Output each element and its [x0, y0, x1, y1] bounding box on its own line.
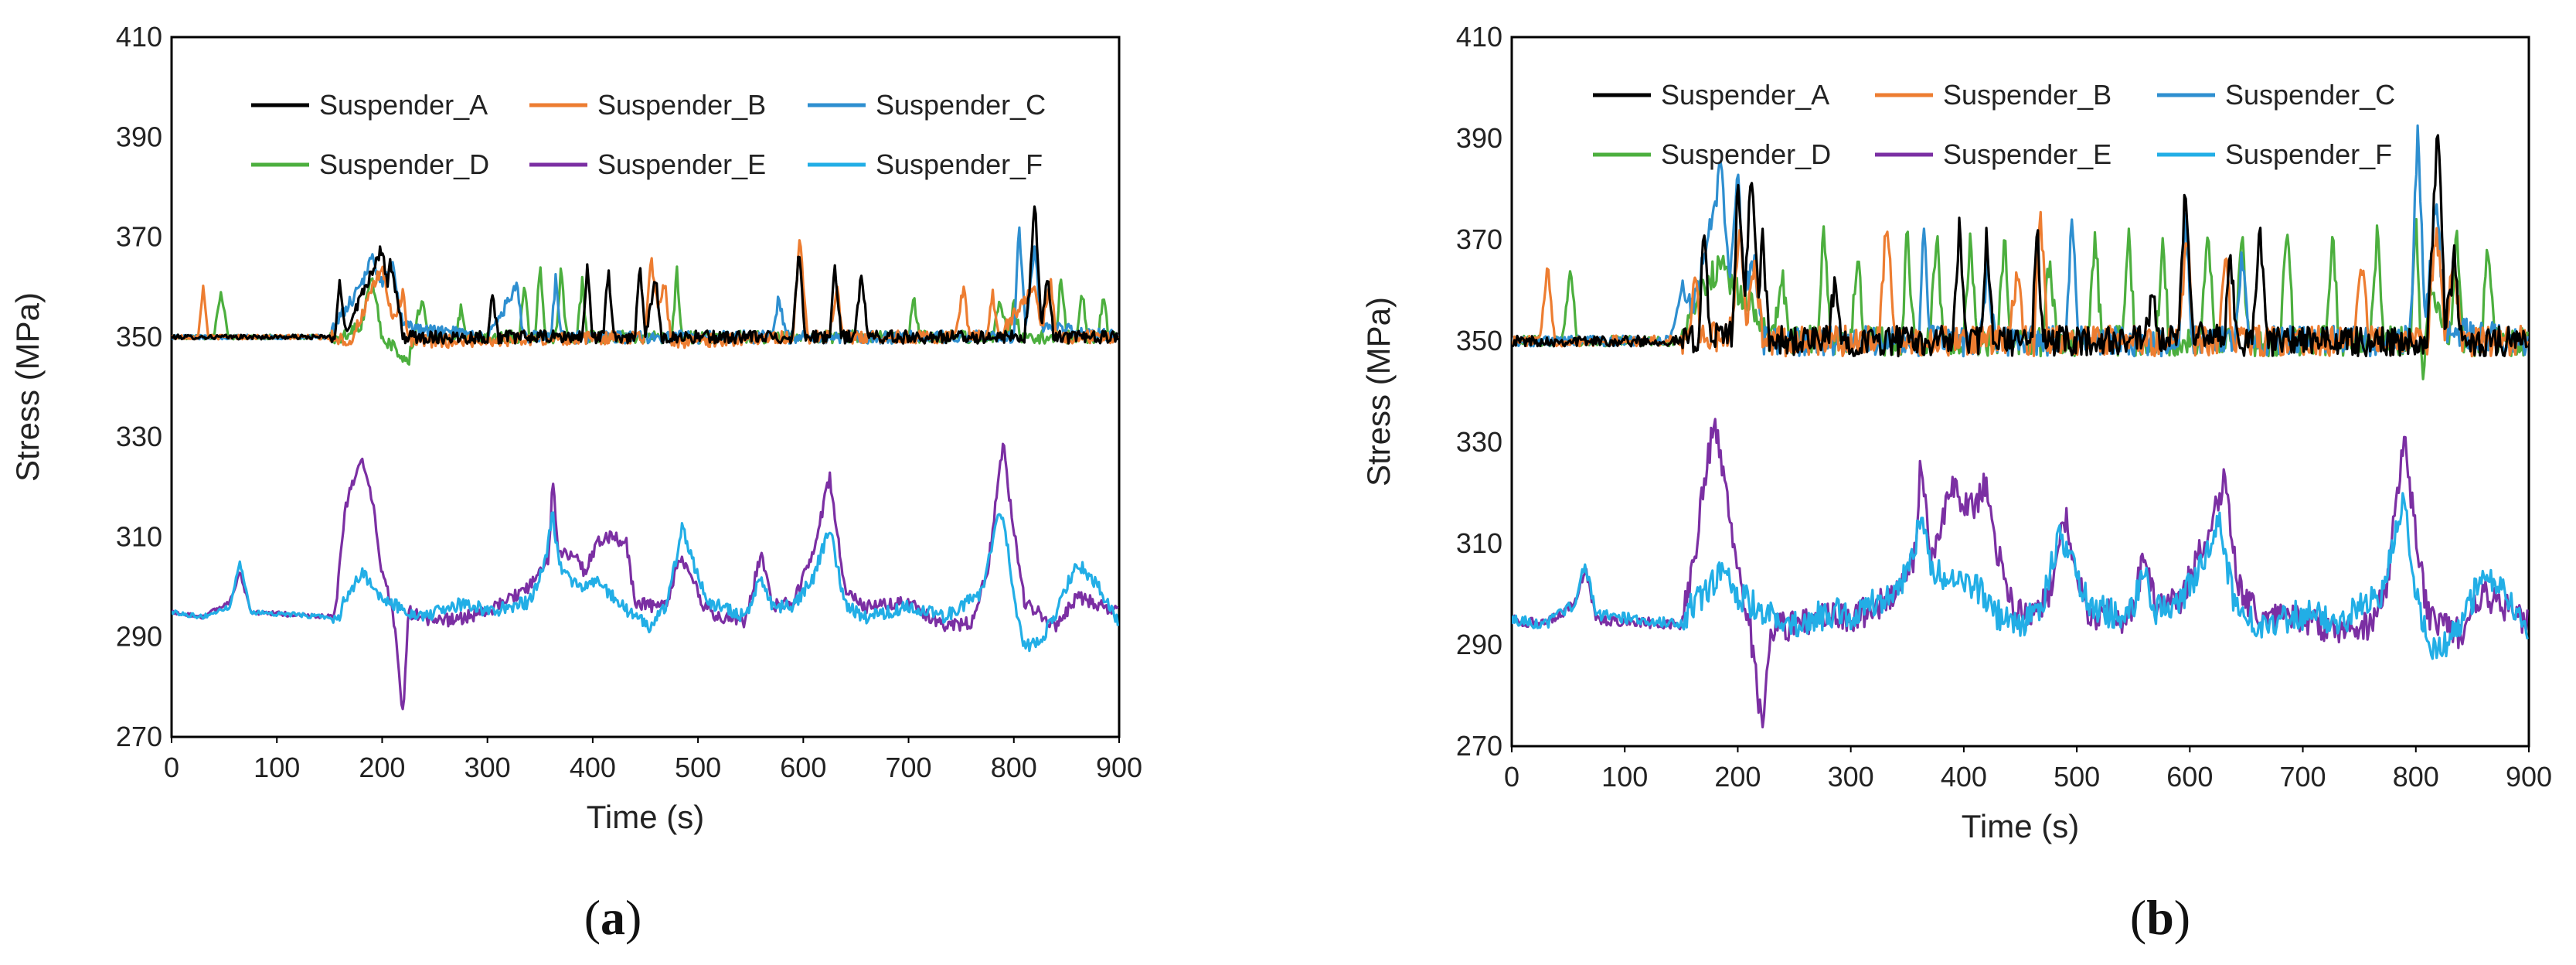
legend-label-suspender-f: Suspender_F	[2225, 138, 2392, 170]
y-tick-label: 270	[1456, 730, 1502, 762]
y-tick-label: 330	[1456, 426, 1502, 458]
series-line-suspender-a	[1512, 134, 2529, 358]
series-line-suspender-f	[1512, 492, 2529, 660]
plot-frame	[170, 36, 1121, 738]
x-tick-label: 800	[991, 752, 1037, 783]
y-tick-label: 290	[116, 621, 162, 653]
x-tick-label: 300	[1828, 761, 1874, 793]
panel-b: 270 290 310 330 350 370 390 410 0 100 200 300 400 500…	[1288, 0, 2575, 965]
x-tick-label: 600	[780, 752, 826, 783]
y-tick-label: 370	[1456, 223, 1502, 255]
caption-a: (a)	[584, 890, 642, 945]
y-tick-label: 390	[116, 121, 162, 152]
panel-a: 270 290 310 330 350 370 390 410 0 100 200 300 400 500…	[9, 21, 1142, 945]
x-tick-label: 200	[1714, 761, 1761, 793]
y-tick-label: 350	[1456, 325, 1502, 356]
y-tick-label: 370	[116, 221, 162, 253]
x-tick-label: 200	[359, 752, 405, 783]
x-tick-label: 500	[675, 752, 721, 783]
x-tick-label: 900	[2506, 761, 2552, 793]
x-tick-label: 400	[1941, 761, 1987, 793]
x-tick-label: 100	[1601, 761, 1648, 793]
x-tick-label: 800	[2393, 761, 2439, 793]
legend-label-suspender-d: Suspender_D	[1661, 138, 1831, 170]
y-tick-label: 350	[116, 321, 162, 353]
y-tick-label: 410	[1456, 21, 1502, 53]
legend-label-suspender-e: Suspender_E	[597, 148, 766, 180]
x-axis-title: Time (s)	[1962, 808, 2079, 844]
x-tick-label: 700	[2280, 761, 2326, 793]
y-tick-label: 330	[116, 421, 162, 452]
legend-label-suspender-c: Suspender_C	[876, 89, 1046, 121]
x-tick-label: 500	[2054, 761, 2100, 793]
series-line-suspender-a	[172, 205, 1119, 345]
legend-label-suspender-d: Suspender_D	[319, 148, 489, 180]
x-tick-label: 400	[570, 752, 616, 783]
chart-a: 270 290 310 330 350 370 390 410 0 100 200 300 400 500…	[9, 21, 1142, 835]
x-tick-label: 900	[1096, 752, 1142, 783]
x-tick-label: 300	[464, 752, 511, 783]
y-tick-label: 410	[116, 21, 162, 53]
chart-b: 270 290 310 330 350 370 390 410 0 100 200 300 400 500…	[1360, 21, 2552, 844]
y-axis-title: Stress (MPa)	[1360, 297, 1397, 486]
x-tick-label: 100	[254, 752, 300, 783]
series-line-suspender-e	[1512, 418, 2529, 728]
x-tick-label: 600	[2166, 761, 2213, 793]
x-tick-label: 0	[1504, 761, 1519, 793]
caption-b: (b)	[2129, 890, 2191, 945]
x-axis-title: Time (s)	[587, 799, 704, 835]
y-axis-title: Stress (MPa)	[9, 292, 46, 482]
legend-label-suspender-c: Suspender_C	[2225, 79, 2395, 111]
legend-label-suspender-b: Suspender_B	[597, 89, 766, 121]
legend-label-suspender-f: Suspender_F	[876, 148, 1043, 180]
x-tick-label: 0	[164, 752, 179, 783]
y-tick-label: 270	[116, 721, 162, 752]
series-line-suspender-e	[172, 442, 1119, 711]
legend-label-suspender-a: Suspender_A	[319, 89, 488, 121]
y-tick-label: 310	[116, 520, 162, 552]
y-tick-label: 390	[1456, 122, 1502, 154]
legend-label-suspender-b: Suspender_B	[1943, 79, 2112, 111]
series-line-suspender-f	[172, 511, 1119, 653]
legend-label-suspender-e: Suspender_E	[1943, 138, 2112, 170]
legend-label-suspender-a: Suspender_A	[1661, 79, 1829, 111]
y-tick-label: 310	[1456, 527, 1502, 559]
y-tick-label: 290	[1456, 629, 1502, 660]
x-tick-label: 700	[886, 752, 932, 783]
plot-frame	[1510, 36, 2530, 748]
